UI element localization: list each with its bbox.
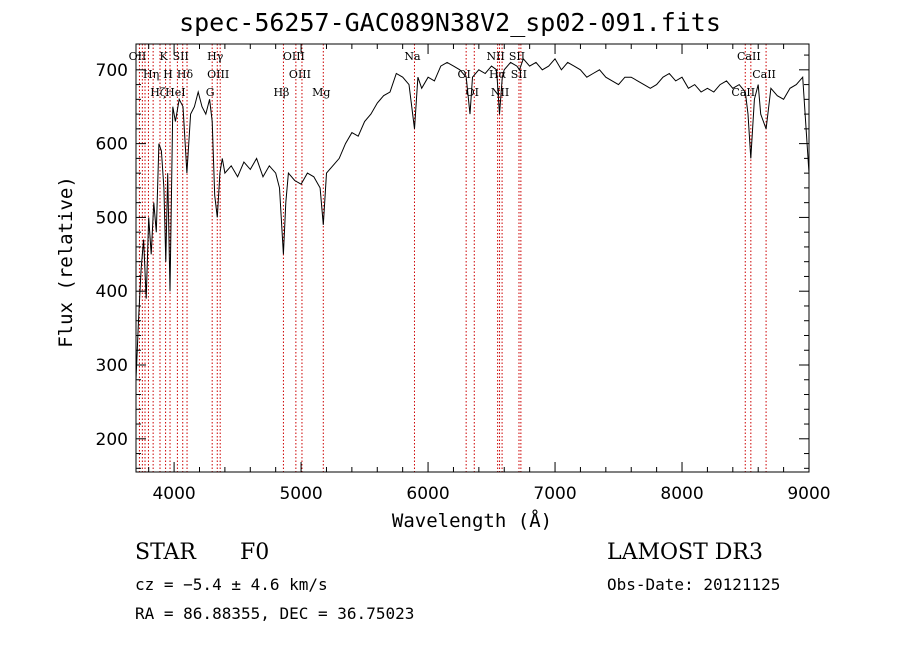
y-tick-label: 400 bbox=[96, 282, 128, 302]
line-label: CaII bbox=[752, 68, 776, 81]
coordinates: RA = 86.88355, DEC = 36.75023 bbox=[135, 604, 415, 623]
object-class: STAR bbox=[135, 540, 196, 565]
plot-frame bbox=[135, 43, 810, 473]
line-label: OIII bbox=[283, 50, 305, 63]
y-tick-label: 700 bbox=[96, 61, 128, 81]
line-label: CaII bbox=[737, 50, 761, 63]
emission-line-labels: OIIHηHζKHHeISIIHδGHγOIIIHβOIIIOIIIMgNaOI… bbox=[129, 50, 776, 99]
x-tick-label: 6000 bbox=[406, 484, 449, 504]
survey-name: LAMOST DR3 bbox=[607, 540, 763, 565]
x-tick-label: 4000 bbox=[152, 484, 195, 504]
y-axis-label: Flux (relative) bbox=[55, 176, 77, 348]
y-tick-label: 500 bbox=[96, 208, 128, 228]
line-label: OII bbox=[129, 50, 147, 63]
line-label: SII bbox=[511, 68, 527, 81]
y-axis-ticks: 200 300 400 500 600 700 bbox=[96, 54, 809, 469]
x-axis-ticks: 4000 5000 6000 7000 8000 9000 bbox=[148, 44, 831, 504]
chart-title: spec-56257-GAC089N38V2_sp02-091.fits bbox=[179, 8, 721, 37]
line-label: Na bbox=[404, 50, 421, 63]
line-label: NII bbox=[486, 50, 504, 63]
spectrum-line bbox=[135, 57, 810, 380]
line-label: OI bbox=[466, 86, 479, 99]
line-label: K bbox=[159, 50, 168, 63]
y-tick-label: 200 bbox=[96, 430, 128, 450]
line-label: CaII bbox=[731, 86, 755, 99]
y-tick-label: 600 bbox=[96, 135, 128, 155]
x-tick-label: 8000 bbox=[660, 484, 703, 504]
line-label: G bbox=[206, 86, 215, 99]
observation-date: Obs-Date: 20121125 bbox=[607, 575, 781, 594]
x-axis-label: Wavelength (Å) bbox=[391, 510, 553, 532]
line-label: NII bbox=[491, 86, 509, 99]
line-label: H bbox=[163, 68, 173, 81]
x-tick-label: 5000 bbox=[279, 484, 322, 504]
line-label: HeI bbox=[165, 86, 185, 99]
redshift-info: cz = −5.4 ± 4.6 km/s bbox=[135, 575, 328, 594]
line-label: SII bbox=[509, 50, 525, 63]
emission-line-markers bbox=[138, 44, 767, 472]
line-label: Mg bbox=[312, 86, 330, 99]
line-label: SII bbox=[173, 50, 189, 63]
object-subclass: F0 bbox=[240, 540, 270, 565]
line-label: OIII bbox=[289, 68, 311, 81]
line-label: Hζ bbox=[150, 86, 166, 99]
y-tick-label: 300 bbox=[96, 356, 128, 376]
line-label: Hδ bbox=[177, 68, 194, 81]
x-tick-label: 9000 bbox=[787, 484, 830, 504]
line-label: OIII bbox=[207, 68, 229, 81]
line-label: Hγ bbox=[207, 50, 224, 63]
line-label: Hη bbox=[143, 68, 159, 81]
line-label: Hβ bbox=[273, 86, 289, 99]
x-tick-label: 7000 bbox=[533, 484, 576, 504]
